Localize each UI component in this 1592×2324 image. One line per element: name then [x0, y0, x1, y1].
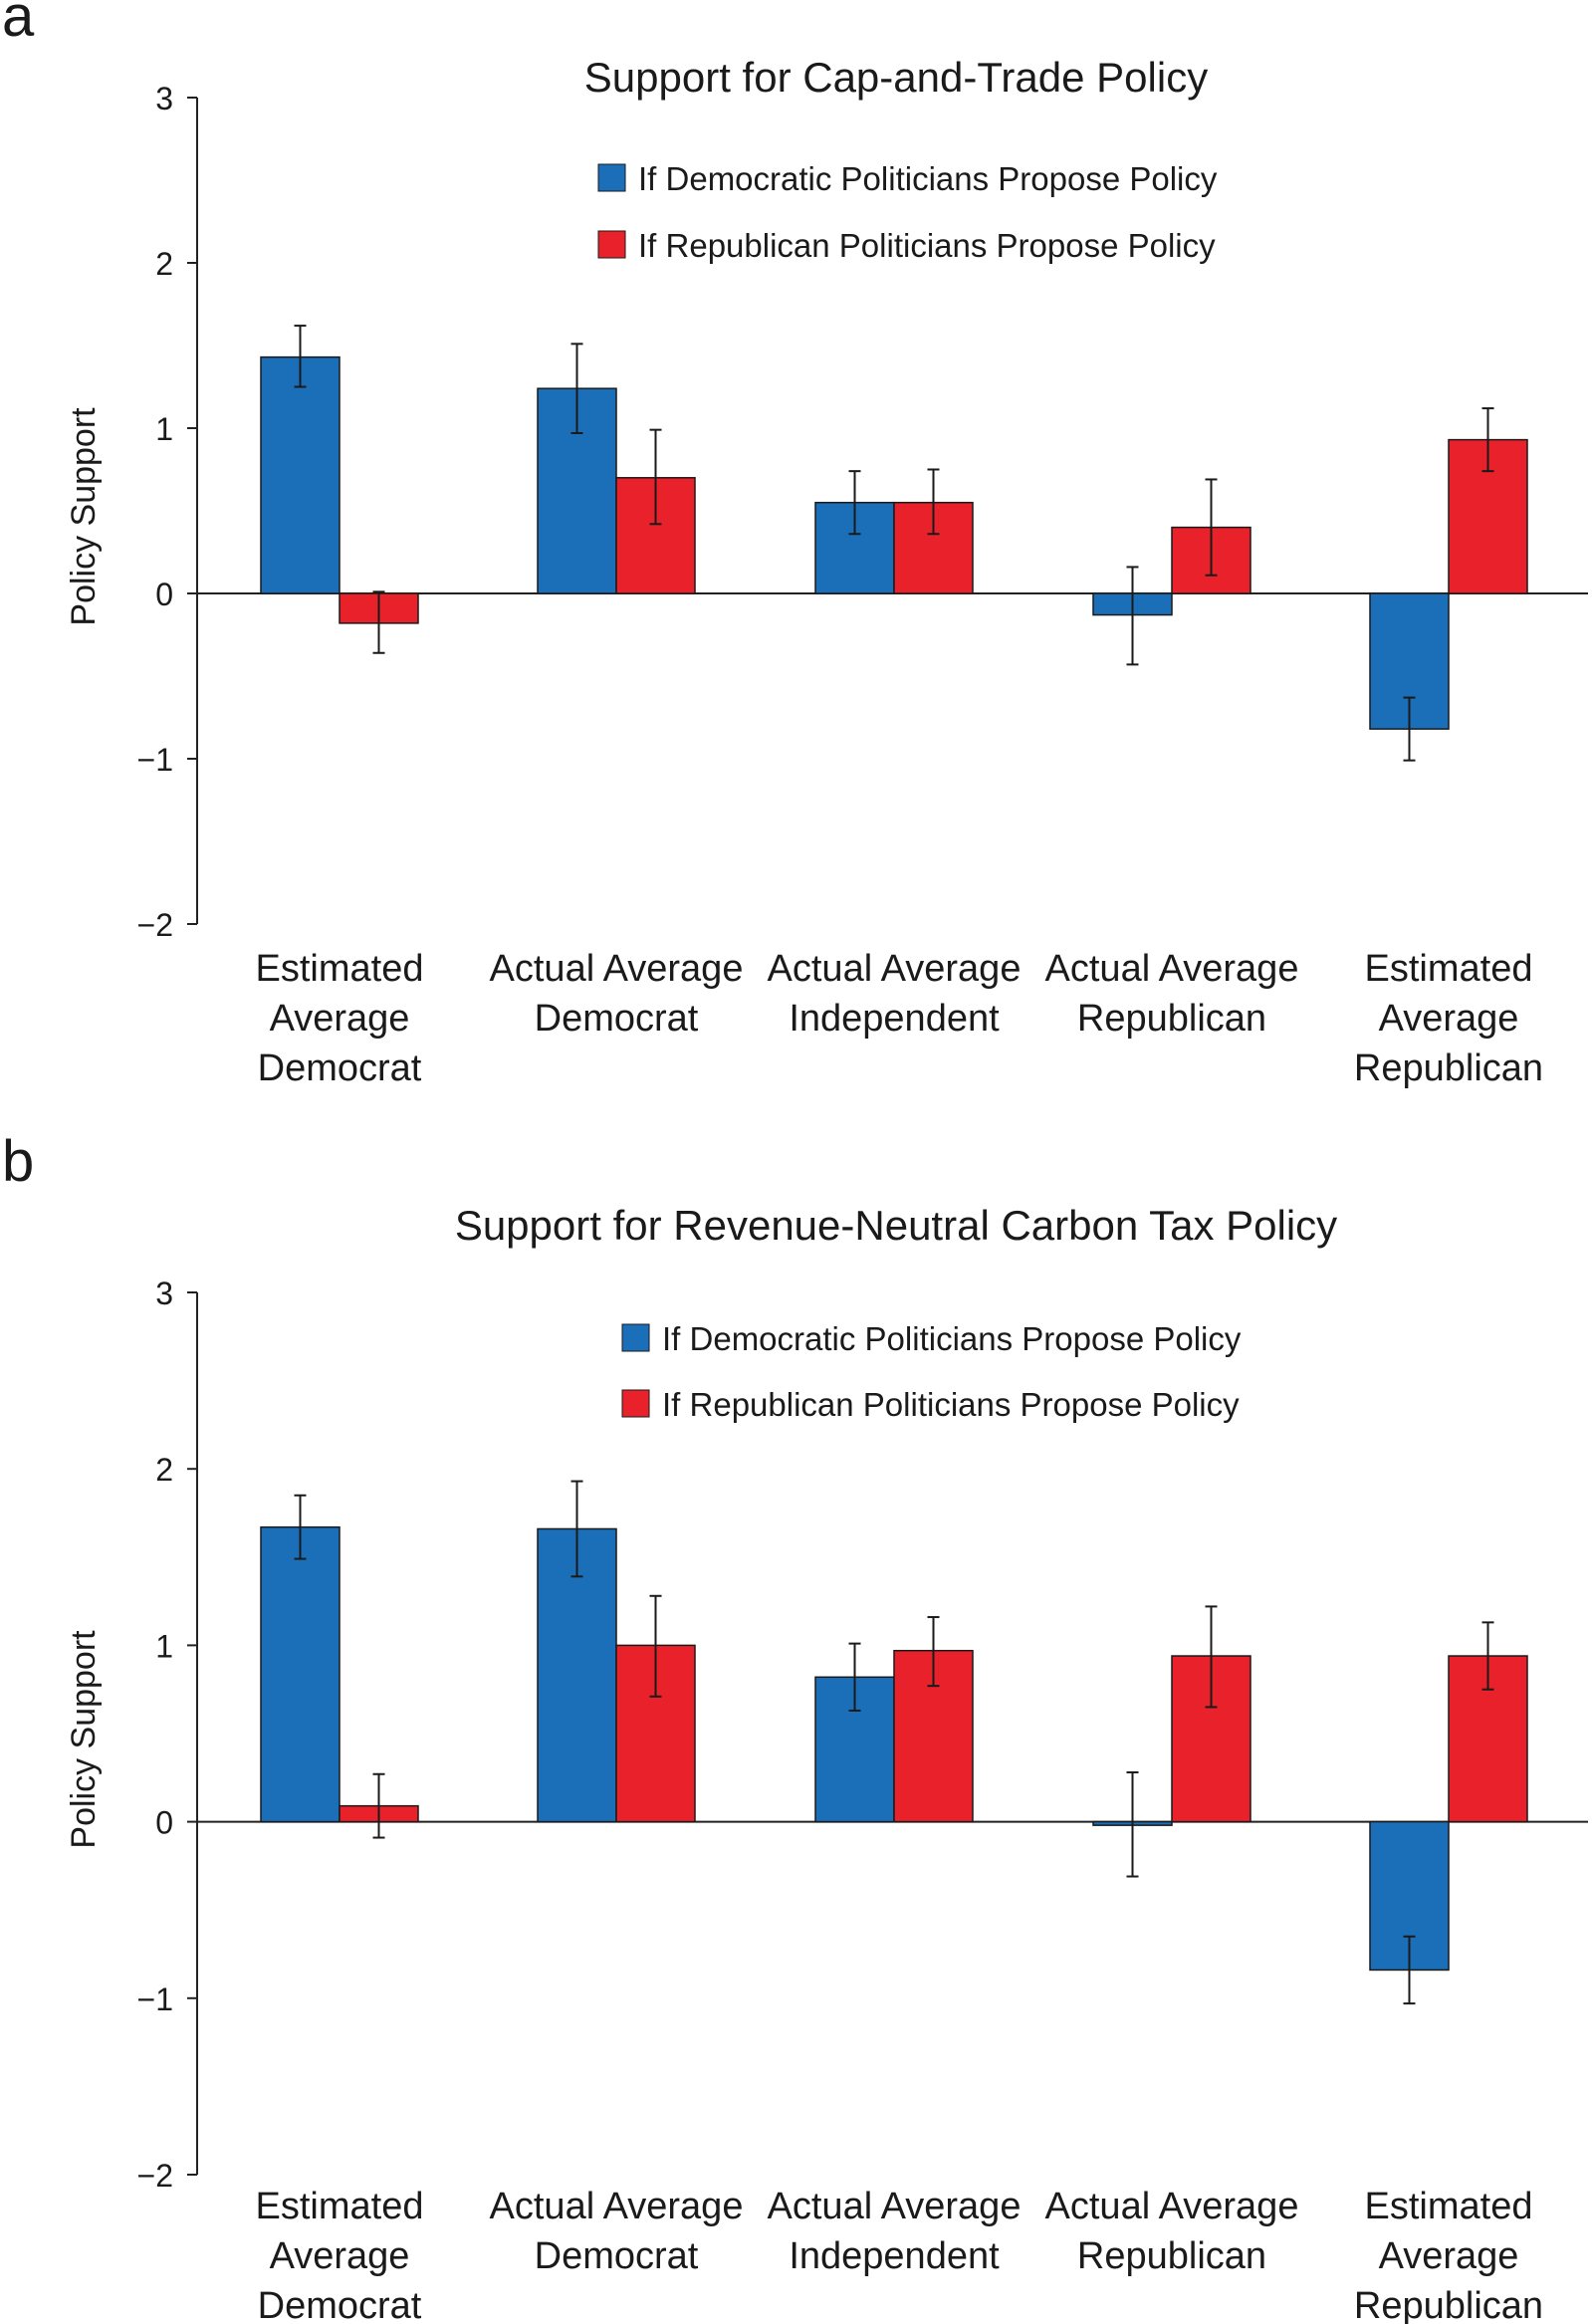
- chart-carbon-tax: Support for Revenue-Neutral Carbon Tax P…: [65, 1202, 1588, 2324]
- category-label: Estimated: [1365, 2186, 1533, 2227]
- y-tick-label: 2: [155, 1452, 173, 1488]
- legend-label: If Democratic Politicians Propose Policy: [638, 160, 1218, 197]
- legend-label: If Democratic Politicians Propose Policy: [662, 1320, 1242, 1357]
- democratic-bar: [537, 1527, 617, 1823]
- democratic-bar: [260, 355, 341, 594]
- panel-label: b: [2, 1129, 35, 1194]
- category-label: Republican: [1077, 998, 1266, 1040]
- y-tick-label: 1: [155, 411, 173, 447]
- category-label: Estimated: [1365, 948, 1533, 990]
- legend-swatch-democratic: [621, 1323, 650, 1352]
- y-axis-label: Policy Support: [65, 407, 103, 626]
- category-label: Independent: [789, 998, 1000, 1040]
- y-tick-label: 3: [155, 81, 173, 116]
- category-label: Average: [270, 998, 410, 1040]
- panel-b: b Support for Revenue-Neutral Carbon Tax…: [0, 1133, 1592, 2324]
- legend-swatch-republican: [621, 1389, 650, 1418]
- y-axis-label: Policy Support: [65, 1630, 103, 1849]
- category-label: Republican: [1077, 2235, 1266, 2277]
- category-label: Average: [270, 2235, 410, 2277]
- category-label: Republican: [1354, 2285, 1543, 2324]
- category-label: Democrat: [258, 2285, 422, 2324]
- chart-title: Support for Revenue-Neutral Carbon Tax P…: [455, 1202, 1337, 1249]
- category-label: Actual Average: [1045, 2186, 1299, 2227]
- y-tick-label: −2: [137, 2158, 173, 2194]
- democratic-bar: [260, 1525, 341, 1823]
- category-label: Actual Average: [490, 948, 744, 990]
- republican-bar: [893, 501, 974, 594]
- legend-swatch-republican: [597, 230, 626, 259]
- y-tick-label: 2: [155, 246, 173, 282]
- panel-label: a: [2, 0, 35, 49]
- category-label: Democrat: [258, 1047, 422, 1089]
- legend-label: If Republican Politicians Propose Policy: [638, 227, 1216, 264]
- category-label: Average: [1379, 2235, 1519, 2277]
- y-tick-label: −2: [137, 907, 173, 943]
- category-label: Republican: [1354, 1047, 1543, 1089]
- y-tick-label: 1: [155, 1628, 173, 1664]
- category-label: Democrat: [535, 998, 699, 1040]
- y-tick-label: −1: [137, 742, 173, 778]
- chart-title: Support for Cap-and-Trade Policy: [584, 54, 1208, 101]
- category-label: Actual Average: [768, 2186, 1022, 2227]
- chart-cap-and-trade: Support for Cap-and-Trade Policy 3 2 1 0 −1 −2…: [65, 54, 1588, 1089]
- category-label: Democrat: [535, 2235, 699, 2277]
- category-label: Average: [1379, 998, 1519, 1040]
- category-label: Actual Average: [768, 948, 1022, 990]
- y-tick-label: 0: [155, 1805, 173, 1841]
- y-tick-label: 3: [155, 1276, 173, 1311]
- legend-label: If Republican Politicians Propose Policy: [662, 1386, 1240, 1423]
- category-label: Actual Average: [1045, 948, 1299, 990]
- y-tick-label: −1: [137, 1981, 173, 2017]
- category-label: Estimated: [256, 2186, 424, 2227]
- category-label: Estimated: [256, 948, 424, 990]
- category-label: Independent: [789, 2235, 1000, 2277]
- category-label: Actual Average: [490, 2186, 744, 2227]
- panel-a: a Support for Cap-and-Trade Policy 3 2 1 0 −1…: [0, 0, 1592, 1145]
- legend-swatch-democratic: [597, 163, 626, 192]
- y-tick-label: 0: [155, 577, 173, 612]
